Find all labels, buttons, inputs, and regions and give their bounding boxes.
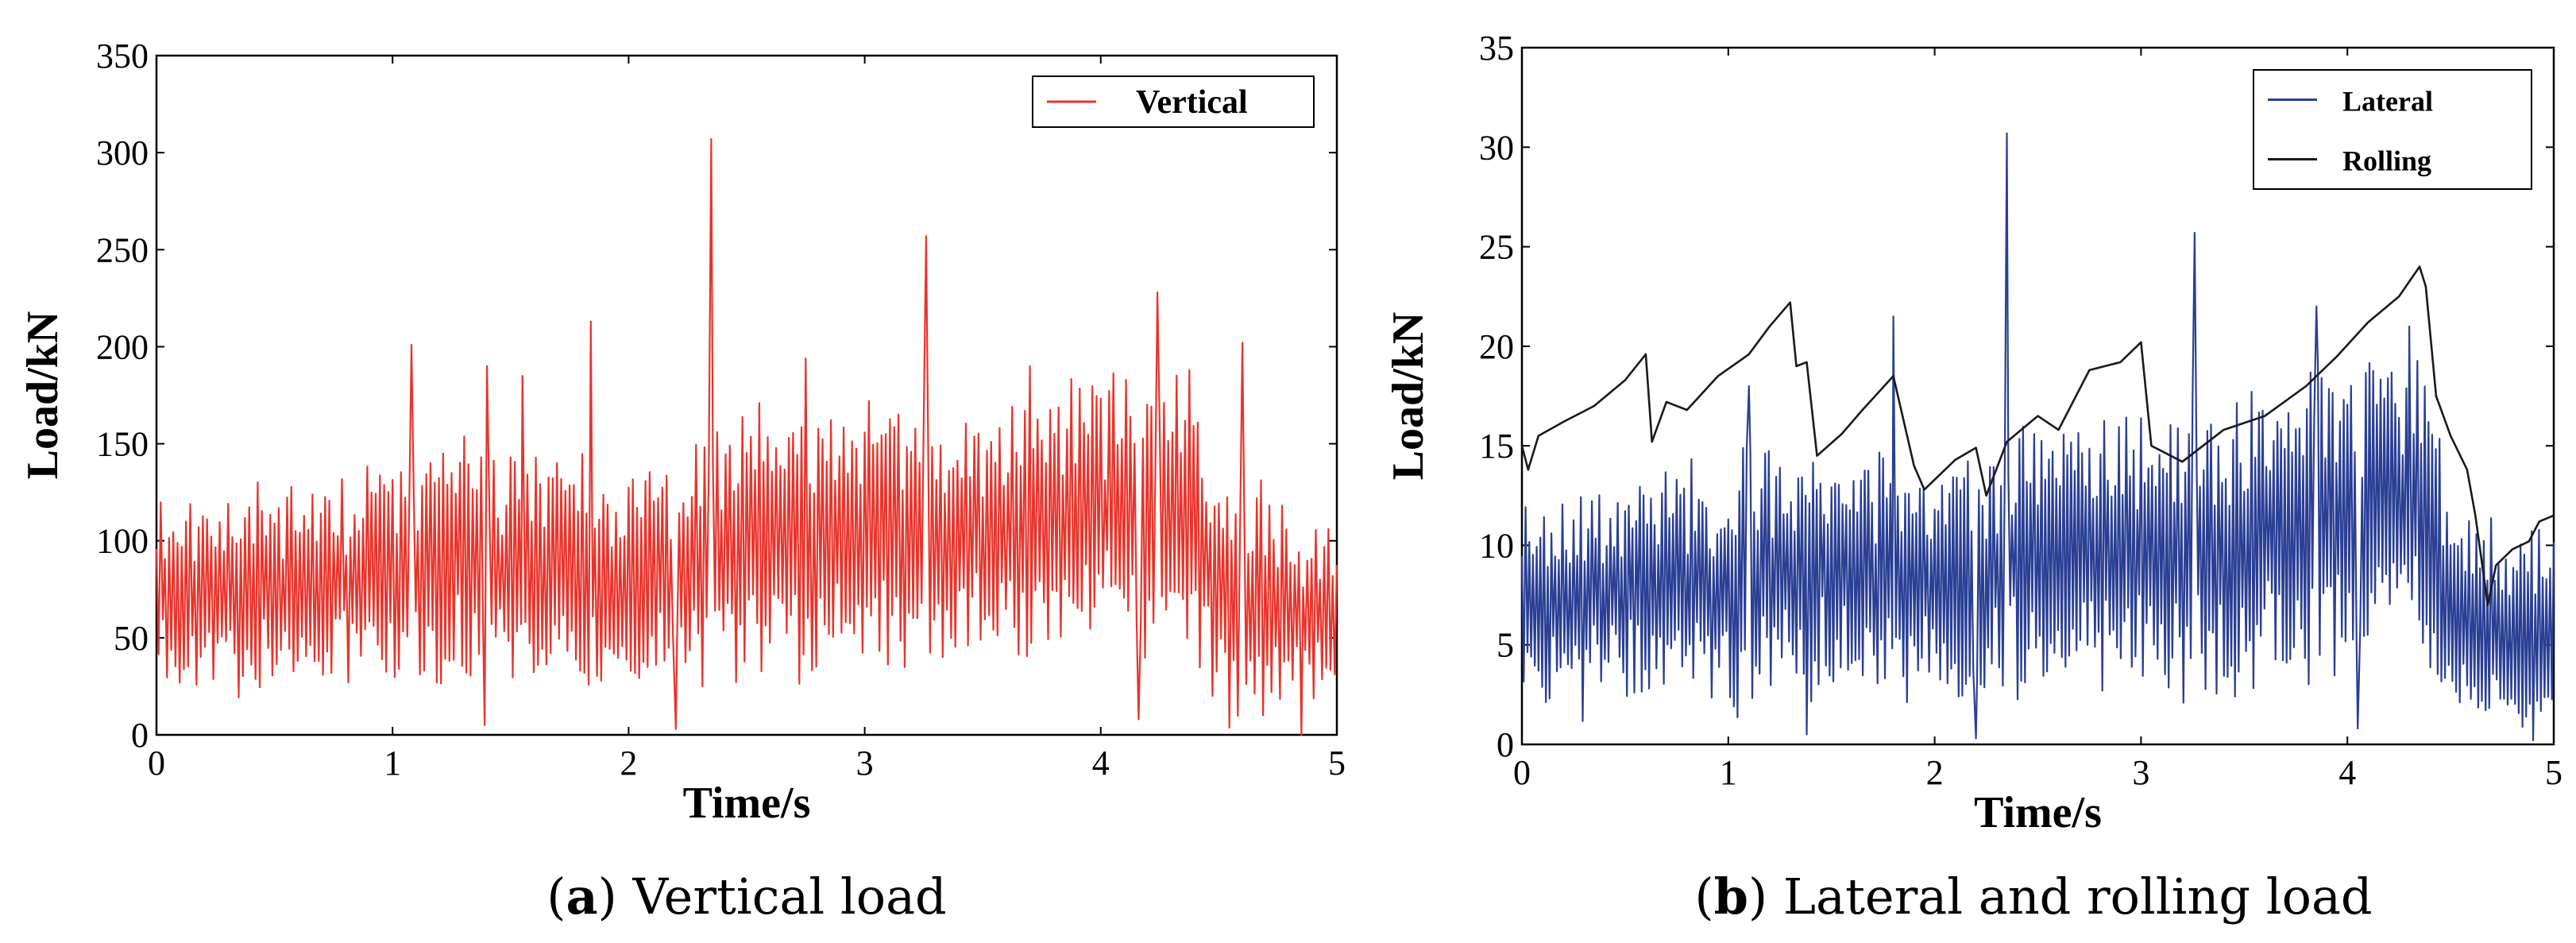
x-tick-label: 0	[148, 744, 165, 783]
y-tick-label: 30	[1479, 128, 1514, 167]
y-tick-label: 0	[131, 716, 149, 755]
y-tick-label: 150	[96, 425, 149, 464]
y-tick-label: 25	[1479, 228, 1514, 267]
legend-box	[2253, 69, 2532, 190]
y-tick-label: 20	[1479, 327, 1514, 366]
y-tick-label: 50	[114, 619, 149, 658]
y-tick-label: 35	[1479, 29, 1514, 68]
series-line-vertical	[155, 137, 1338, 736]
plot-frame	[1520, 46, 2555, 746]
series-line-rolling	[1520, 265, 2555, 606]
x-tick-label: 5	[2545, 753, 2562, 792]
chart-lateral-rolling-load: 0 5 10 15 20 25 30 35 0 1 2 3 4 5 Load/kN Time/s Lat…	[1384, 29, 2562, 926]
x-tick-label: 5	[1328, 744, 1346, 783]
caption-text: Vertical load	[632, 868, 947, 926]
y-axis-label: Load/kN	[18, 311, 68, 480]
x-tick-label: 1	[384, 744, 401, 783]
caption-letter: a	[566, 868, 597, 926]
caption-b: (b) Lateral and rolling load	[1694, 868, 2372, 926]
x-tick-label: 2	[1926, 753, 1944, 792]
y-axis-label: Load/kN	[1384, 312, 1433, 481]
x-tick-label: 3	[856, 744, 874, 783]
y-tick-label: 200	[96, 327, 149, 366]
caption-letter: b	[1714, 868, 1748, 926]
y-tick-label: 100	[96, 522, 149, 561]
y-tick-label: 5	[1497, 626, 1514, 665]
y-tick-label: 15	[1479, 427, 1514, 466]
chart-vertical-load: 0 50 100 150 200 250 300 350 0 1 2 3 4 5 Load/kN Tim…	[18, 37, 1346, 926]
x-axis-label: Time/s	[683, 779, 811, 828]
plot-frame	[155, 54, 1338, 736]
x-tick-label: 4	[1092, 744, 1110, 783]
x-tick-label: 3	[2132, 753, 2149, 792]
x-axis-ticks: 0 1 2 3 4 5	[1513, 48, 2562, 792]
caption-text: Lateral and rolling load	[1783, 868, 2373, 926]
y-axis-ticks: 0 5 10 15 20 25 30 35	[1479, 29, 2554, 764]
x-axis-label: Time/s	[1974, 788, 2102, 837]
y-tick-label: 250	[96, 230, 149, 269]
x-axis-ticks: 0 1 2 3 4 5	[148, 56, 1346, 783]
legend-label-vertical: Vertical	[1136, 84, 1248, 121]
y-tick-label: 350	[96, 37, 149, 75]
legend: Lateral Rolling	[2253, 69, 2532, 190]
legend-label-rolling: Rolling	[2342, 145, 2431, 177]
legend-label-lateral: Lateral	[2342, 86, 2433, 118]
series-lines	[1520, 132, 2555, 742]
y-tick-label: 10	[1479, 526, 1514, 565]
x-tick-label: 0	[1513, 753, 1531, 792]
y-tick-label: 0	[1497, 725, 1514, 764]
series-line-lateral	[1520, 132, 2555, 742]
caption-a: (a) Vertical load	[546, 868, 947, 926]
x-tick-label: 4	[2338, 753, 2356, 792]
y-tick-label: 300	[96, 133, 149, 172]
series-lines	[155, 137, 1338, 736]
y-axis-ticks: 0 50 100 150 200 250 300 350	[96, 37, 1337, 755]
x-tick-label: 2	[620, 744, 637, 783]
x-tick-label: 1	[1720, 753, 1737, 792]
legend: Vertical	[1032, 75, 1315, 128]
